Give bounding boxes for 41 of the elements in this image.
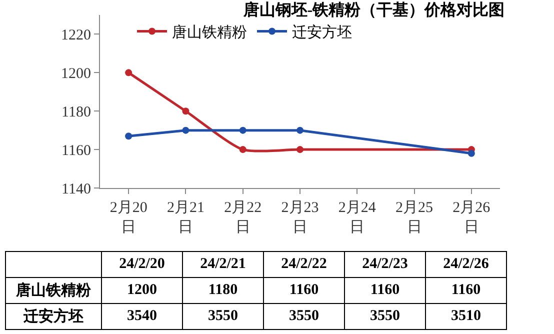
data-label: 3510 [426, 304, 506, 330]
point [239, 126, 246, 134]
y-tick-label: 1160 [62, 142, 91, 159]
chart-title: 唐山钢坯-铁精粉（干基）价格对比图 [242, 0, 505, 19]
data-label: 1160 [264, 278, 344, 304]
y-tick-label: 1140 [62, 181, 91, 198]
data-label: 1200 [102, 278, 182, 304]
point [468, 150, 475, 157]
data-label: 3550 [344, 304, 426, 330]
x-tick-label: 2月23日 [281, 200, 319, 236]
category-label: 24/2/22 [264, 252, 344, 278]
data-label: 3550 [264, 304, 344, 330]
legend-label: 迁安方坯 [292, 24, 352, 42]
category-label: 24/2/21 [182, 252, 264, 278]
category-label: 24/2/20 [102, 252, 182, 278]
category-label: 24/2/23 [344, 252, 426, 278]
point [296, 146, 304, 154]
x-tick-label: 2月21日 [166, 200, 204, 236]
point [182, 126, 190, 134]
data-label: 3540 [102, 304, 182, 330]
y-tick-label: 1200 [61, 66, 91, 82]
legend-label: 唐山铁精粉 [172, 24, 247, 42]
data-label: 1180 [182, 278, 264, 304]
point [239, 146, 246, 154]
data-label: 3550 [182, 304, 264, 330]
text: 唐山铁精粉 [6, 278, 102, 304]
text: 迁安方坯 [6, 304, 102, 330]
x-tick-label: 2月25日 [396, 200, 434, 236]
point [182, 108, 190, 115]
point [125, 69, 132, 76]
category-label: 24/2/26 [426, 252, 506, 278]
x-tick-label: 2月26日 [452, 200, 491, 236]
x-tick-label: 2月22日 [224, 200, 262, 236]
data-label: 1160 [426, 278, 506, 304]
point [125, 132, 132, 140]
y-tick-label: 1180 [62, 104, 91, 120]
point [296, 126, 304, 134]
x-tick-label: 2月24日 [338, 200, 376, 236]
x-tick-label: 2月20日 [110, 200, 148, 236]
data-label: 1160 [344, 278, 426, 304]
y-tick-label: 1220 [61, 27, 91, 44]
